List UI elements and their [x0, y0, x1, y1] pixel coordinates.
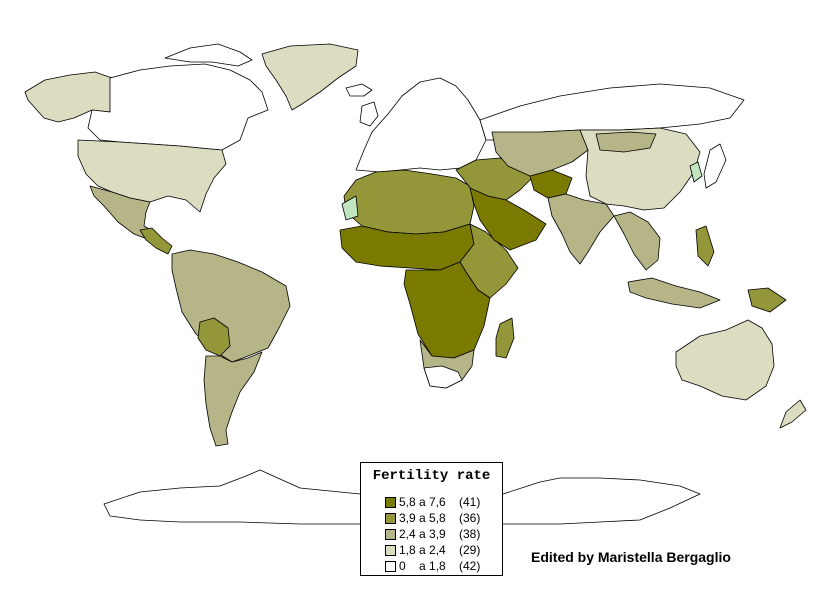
region-central-america — [139, 227, 173, 255]
region-new-guinea — [747, 287, 787, 313]
legend: Fertility rate 5,8 a 7,6 (41) 3,9 a 5,8 … — [360, 462, 503, 576]
region-greenland — [261, 43, 359, 111]
legend-item: 5,8 a 7,6 (41) — [385, 494, 480, 510]
legend-count: (36) — [459, 511, 481, 525]
region-australia — [675, 319, 775, 401]
region-indonesia — [627, 277, 721, 309]
legend-range: 1,8 a 2,4 — [399, 543, 446, 557]
region-arabia — [469, 187, 547, 251]
region-central-asia — [491, 129, 589, 177]
region-south-america-north — [171, 249, 291, 363]
region-south-america-south — [203, 351, 263, 447]
region-canada-islands — [164, 43, 253, 67]
legend-items: 5,8 a 7,6 (41) 3,9 a 5,8 (36) 2,4 a 3,9 … — [385, 494, 480, 574]
legend-swatch — [385, 496, 396, 508]
region-western-sahara — [341, 195, 359, 221]
region-india — [547, 193, 615, 265]
legend-item: 2,4 a 3,9 (38) — [385, 526, 480, 542]
region-japan — [703, 143, 727, 189]
legend-item: 1,8 a 2,4 (29) — [385, 542, 480, 558]
credit-text: Edited by Maristella Bergaglio — [531, 549, 731, 565]
legend-count: (29) — [459, 543, 481, 557]
legend-swatch — [385, 528, 396, 540]
legend-range: 2,4 a 3,9 — [399, 527, 446, 541]
legend-range: 3,9 a 5,8 — [399, 511, 446, 525]
region-south-africa — [423, 365, 463, 389]
region-philippines — [695, 225, 715, 267]
region-bolivia — [197, 317, 231, 357]
legend-swatch — [385, 544, 396, 556]
region-canada — [87, 63, 269, 151]
legend-range: 5,8 a 7,6 — [399, 495, 446, 509]
region-southeast-asia — [613, 211, 661, 271]
legend-item: 0 a 1,8 (42) — [385, 558, 480, 574]
legend-swatch — [385, 560, 396, 572]
legend-item: 3,9 a 5,8 (36) — [385, 510, 480, 526]
region-north-africa — [343, 169, 475, 235]
region-central-africa — [403, 261, 491, 359]
legend-count: (41) — [459, 495, 481, 509]
region-usa — [77, 139, 227, 213]
region-uk — [359, 101, 379, 127]
region-korea — [689, 161, 703, 183]
legend-count: (38) — [459, 527, 481, 541]
region-new-zealand — [779, 399, 807, 429]
region-europe — [355, 77, 487, 173]
legend-count: (42) — [459, 559, 481, 573]
region-madagascar — [495, 317, 515, 359]
legend-swatch — [385, 512, 396, 524]
region-mongolia — [595, 131, 657, 153]
legend-title: Fertility rate — [372, 468, 491, 484]
region-iceland — [345, 83, 373, 97]
legend-range: 0 a 1,8 — [399, 559, 446, 573]
